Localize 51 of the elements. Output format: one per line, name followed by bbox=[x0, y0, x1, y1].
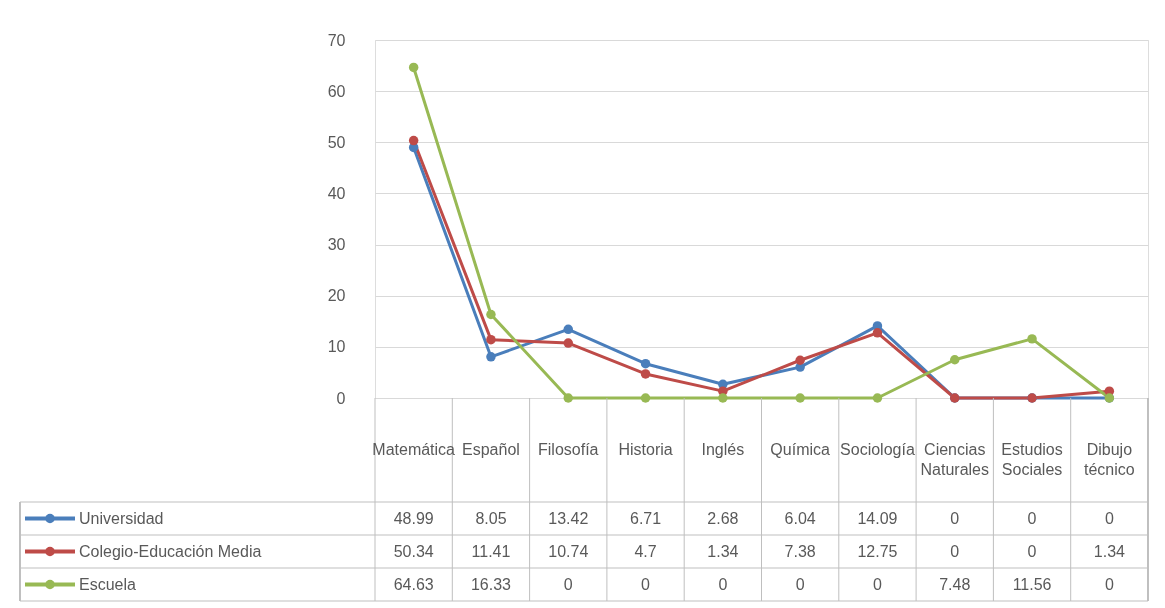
x-tick-label: Dibujo técnico bbox=[1084, 441, 1135, 478]
y-tick-label: 10 bbox=[327, 338, 346, 356]
data-label: 16.33 bbox=[470, 575, 512, 593]
x-tick-label: Sociología bbox=[840, 441, 915, 458]
data-label: 48.99 bbox=[393, 509, 434, 527]
data-label: 0 bbox=[718, 575, 728, 593]
data-label: 0 bbox=[1027, 509, 1037, 527]
data-label: 11.56 bbox=[1012, 575, 1052, 593]
x-tick-label: Ciencias Naturales bbox=[920, 441, 989, 478]
data-label: 11.41 bbox=[471, 542, 511, 560]
legend-label: Colegio-Educación Media bbox=[79, 542, 262, 560]
data-label: 14.09 bbox=[857, 509, 898, 527]
data-label: 0 bbox=[563, 575, 573, 593]
legend-label: Universidad bbox=[79, 509, 164, 527]
data-label: 8.05 bbox=[475, 509, 507, 527]
data-label: 0 bbox=[1027, 542, 1037, 560]
data-label: 1.34 bbox=[1093, 542, 1126, 560]
data-label: 0 bbox=[1104, 575, 1114, 593]
x-tick-label: Matemática bbox=[372, 441, 456, 458]
data-label: 13.42 bbox=[548, 509, 589, 527]
y-tick-label: 40 bbox=[327, 184, 346, 202]
data-label: 0 bbox=[641, 575, 651, 593]
y-tick-label: 30 bbox=[327, 236, 346, 254]
data-label: 0 bbox=[873, 575, 882, 593]
data-label: 0 bbox=[950, 542, 960, 560]
data-label: 6.71 bbox=[629, 509, 662, 527]
x-tick-label: Historia bbox=[618, 441, 673, 458]
data-label: 2.68 bbox=[707, 509, 739, 527]
data-label: 0 bbox=[1104, 509, 1114, 527]
data-label: 6.04 bbox=[784, 509, 816, 527]
x-tick-label: Español bbox=[462, 441, 520, 458]
data-label: 50.34 bbox=[393, 542, 434, 560]
data-label: 1.34 bbox=[707, 542, 739, 560]
x-tick-label: Estudios Sociales bbox=[1001, 441, 1063, 478]
data-label: 10.74 bbox=[548, 542, 589, 560]
data-label: 12.75 bbox=[857, 542, 898, 560]
data-label: 64.63 bbox=[393, 575, 434, 593]
x-tick-label: Química bbox=[770, 441, 831, 458]
y-tick-label: 60 bbox=[327, 82, 346, 100]
y-tick-label: 20 bbox=[327, 287, 346, 305]
y-tick-label: 0 bbox=[336, 389, 346, 407]
data-label: 0 bbox=[950, 509, 960, 527]
y-tick-label: 50 bbox=[327, 133, 346, 151]
data-label: 4.7 bbox=[634, 542, 657, 560]
data-label: 7.48 bbox=[939, 575, 971, 593]
x-tick-label: Filosofía bbox=[538, 441, 599, 458]
x-tick-label: Inglés bbox=[701, 441, 745, 458]
data-label: 7.38 bbox=[784, 542, 816, 560]
legend-label: Escuela bbox=[79, 575, 137, 593]
data-label: 0 bbox=[795, 575, 805, 593]
y-tick-label: 70 bbox=[327, 31, 346, 49]
